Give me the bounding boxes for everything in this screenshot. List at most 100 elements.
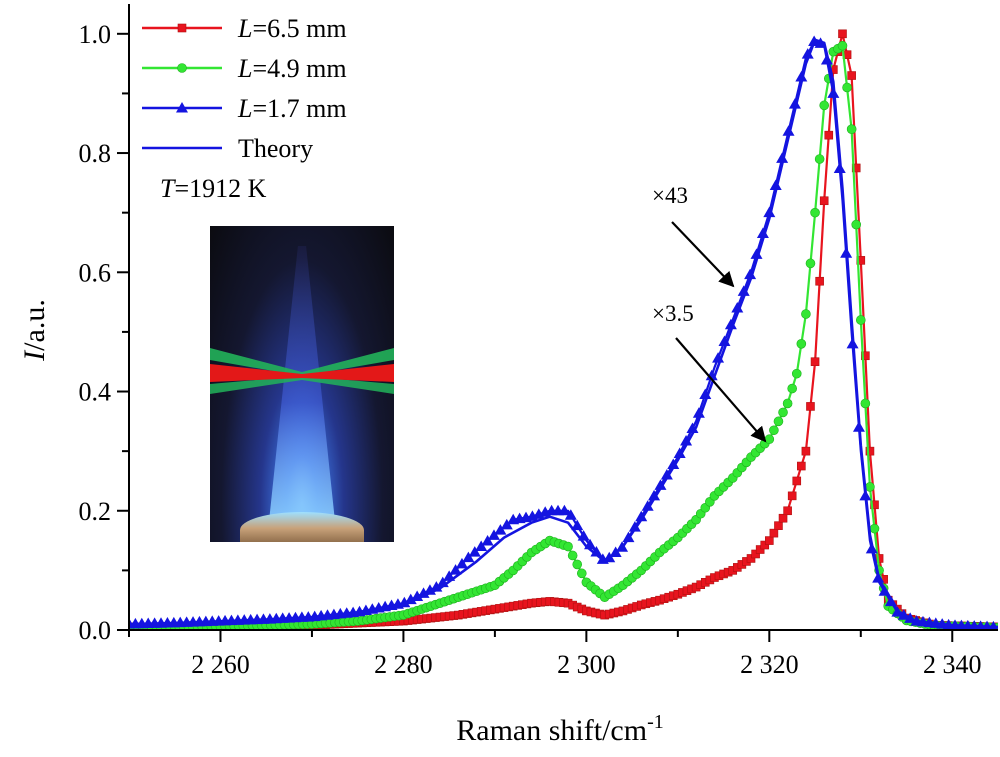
data-point xyxy=(500,518,513,530)
x-tick-label: 2 280 xyxy=(374,650,433,679)
data-point xyxy=(680,435,693,446)
data-point xyxy=(737,285,750,296)
legend-label: L=6.5 mm xyxy=(237,14,347,43)
legend-label: L=4.9 mm xyxy=(237,54,347,83)
data-point xyxy=(563,541,573,552)
data-point xyxy=(797,461,806,471)
data-point xyxy=(667,458,680,470)
annotation-label: ×3.5 xyxy=(652,301,694,326)
data-point xyxy=(572,559,583,570)
data-point xyxy=(801,48,814,59)
data-point xyxy=(842,82,852,93)
data-point xyxy=(487,529,500,540)
data-point xyxy=(792,476,802,486)
data-point xyxy=(787,383,797,394)
x-tick-label: 2 340 xyxy=(923,650,982,679)
legend-marker xyxy=(176,102,188,113)
annotation-arrow xyxy=(675,337,767,443)
data-point xyxy=(760,540,770,550)
data-point xyxy=(468,546,481,557)
data-point xyxy=(773,416,784,427)
data-point xyxy=(673,447,686,459)
x-axis-title: Raman shift/cm-1 xyxy=(456,711,663,747)
data-point xyxy=(654,479,667,490)
data-point xyxy=(660,468,673,480)
tick-labels: 2 260 2 280 2 300 2 320 2 340 0.0 0.2 0.4 0.6 0.8… xyxy=(79,20,982,679)
data-point xyxy=(564,509,577,520)
x-tick-label: 2 260 xyxy=(191,650,250,679)
legend-label: L=1.7 mm xyxy=(237,94,347,123)
data-point xyxy=(801,309,811,319)
data-point xyxy=(750,248,763,259)
data-point xyxy=(865,446,875,456)
data-point xyxy=(870,500,879,510)
flame-photo xyxy=(210,226,394,542)
data-point xyxy=(778,513,788,523)
y-tick-label: 1.0 xyxy=(79,20,112,49)
data-point xyxy=(769,425,779,436)
data-point xyxy=(846,124,857,134)
data-point xyxy=(865,482,875,492)
data-point xyxy=(856,256,866,265)
legend-marker xyxy=(177,23,187,33)
data-point xyxy=(776,152,789,163)
burner-nozzle xyxy=(240,512,364,542)
data-point xyxy=(787,491,797,501)
y-axis-title: I/a.u. xyxy=(18,299,51,362)
data-point xyxy=(810,207,820,218)
legend-entry: L=6.5 mm xyxy=(142,14,347,43)
data-point xyxy=(819,100,830,111)
temperature-label: T=1912 K xyxy=(160,174,267,203)
data-point xyxy=(838,29,847,39)
data-point xyxy=(494,524,507,535)
data-point xyxy=(765,536,774,545)
annotations: ×43 ×3.5 xyxy=(652,183,767,443)
data-point xyxy=(763,206,776,218)
data-point xyxy=(791,368,802,379)
data-point xyxy=(782,398,793,409)
axes xyxy=(117,4,998,642)
data-point xyxy=(851,163,861,173)
data-point xyxy=(810,357,820,367)
data-point xyxy=(635,510,648,522)
data-point xyxy=(778,407,788,418)
series-layer xyxy=(129,29,998,630)
data-point xyxy=(449,564,462,575)
data-point xyxy=(769,528,779,538)
y-tick-label: 0.8 xyxy=(79,139,112,168)
legend-entry: L=4.9 mm xyxy=(142,54,347,83)
y-tick-label: 0.6 xyxy=(79,258,112,287)
x-tick-label: 2 300 xyxy=(557,650,616,679)
data-point xyxy=(851,219,862,230)
data-point xyxy=(764,434,775,445)
data-point xyxy=(869,523,880,534)
scale-annotation: ×43 xyxy=(652,183,735,288)
laser-beams xyxy=(210,348,394,394)
data-point xyxy=(475,540,488,552)
data-point xyxy=(558,504,571,516)
data-point xyxy=(855,315,866,325)
data-point xyxy=(731,302,744,313)
data-point xyxy=(481,534,494,546)
data-point xyxy=(819,196,829,206)
data-point xyxy=(462,551,475,563)
legend-label: Theory xyxy=(238,134,313,163)
scale-annotation: ×3.5 xyxy=(652,301,767,443)
series-theory xyxy=(129,38,998,629)
data-point xyxy=(576,568,587,579)
data-point xyxy=(769,179,782,191)
data-point xyxy=(724,318,737,330)
data-point xyxy=(847,71,856,80)
data-point xyxy=(751,549,760,559)
data-point xyxy=(782,125,795,136)
data-point xyxy=(815,276,824,286)
data-point xyxy=(860,398,871,409)
data-point xyxy=(837,40,848,51)
data-point xyxy=(861,351,870,361)
data-point xyxy=(774,521,783,530)
legend: L=6.5 mm L=4.9 mm L=1.7 mm Theory xyxy=(142,14,347,163)
x-tick-label: 2 320 xyxy=(740,650,799,679)
data-point xyxy=(571,519,584,531)
data-point xyxy=(824,130,834,140)
